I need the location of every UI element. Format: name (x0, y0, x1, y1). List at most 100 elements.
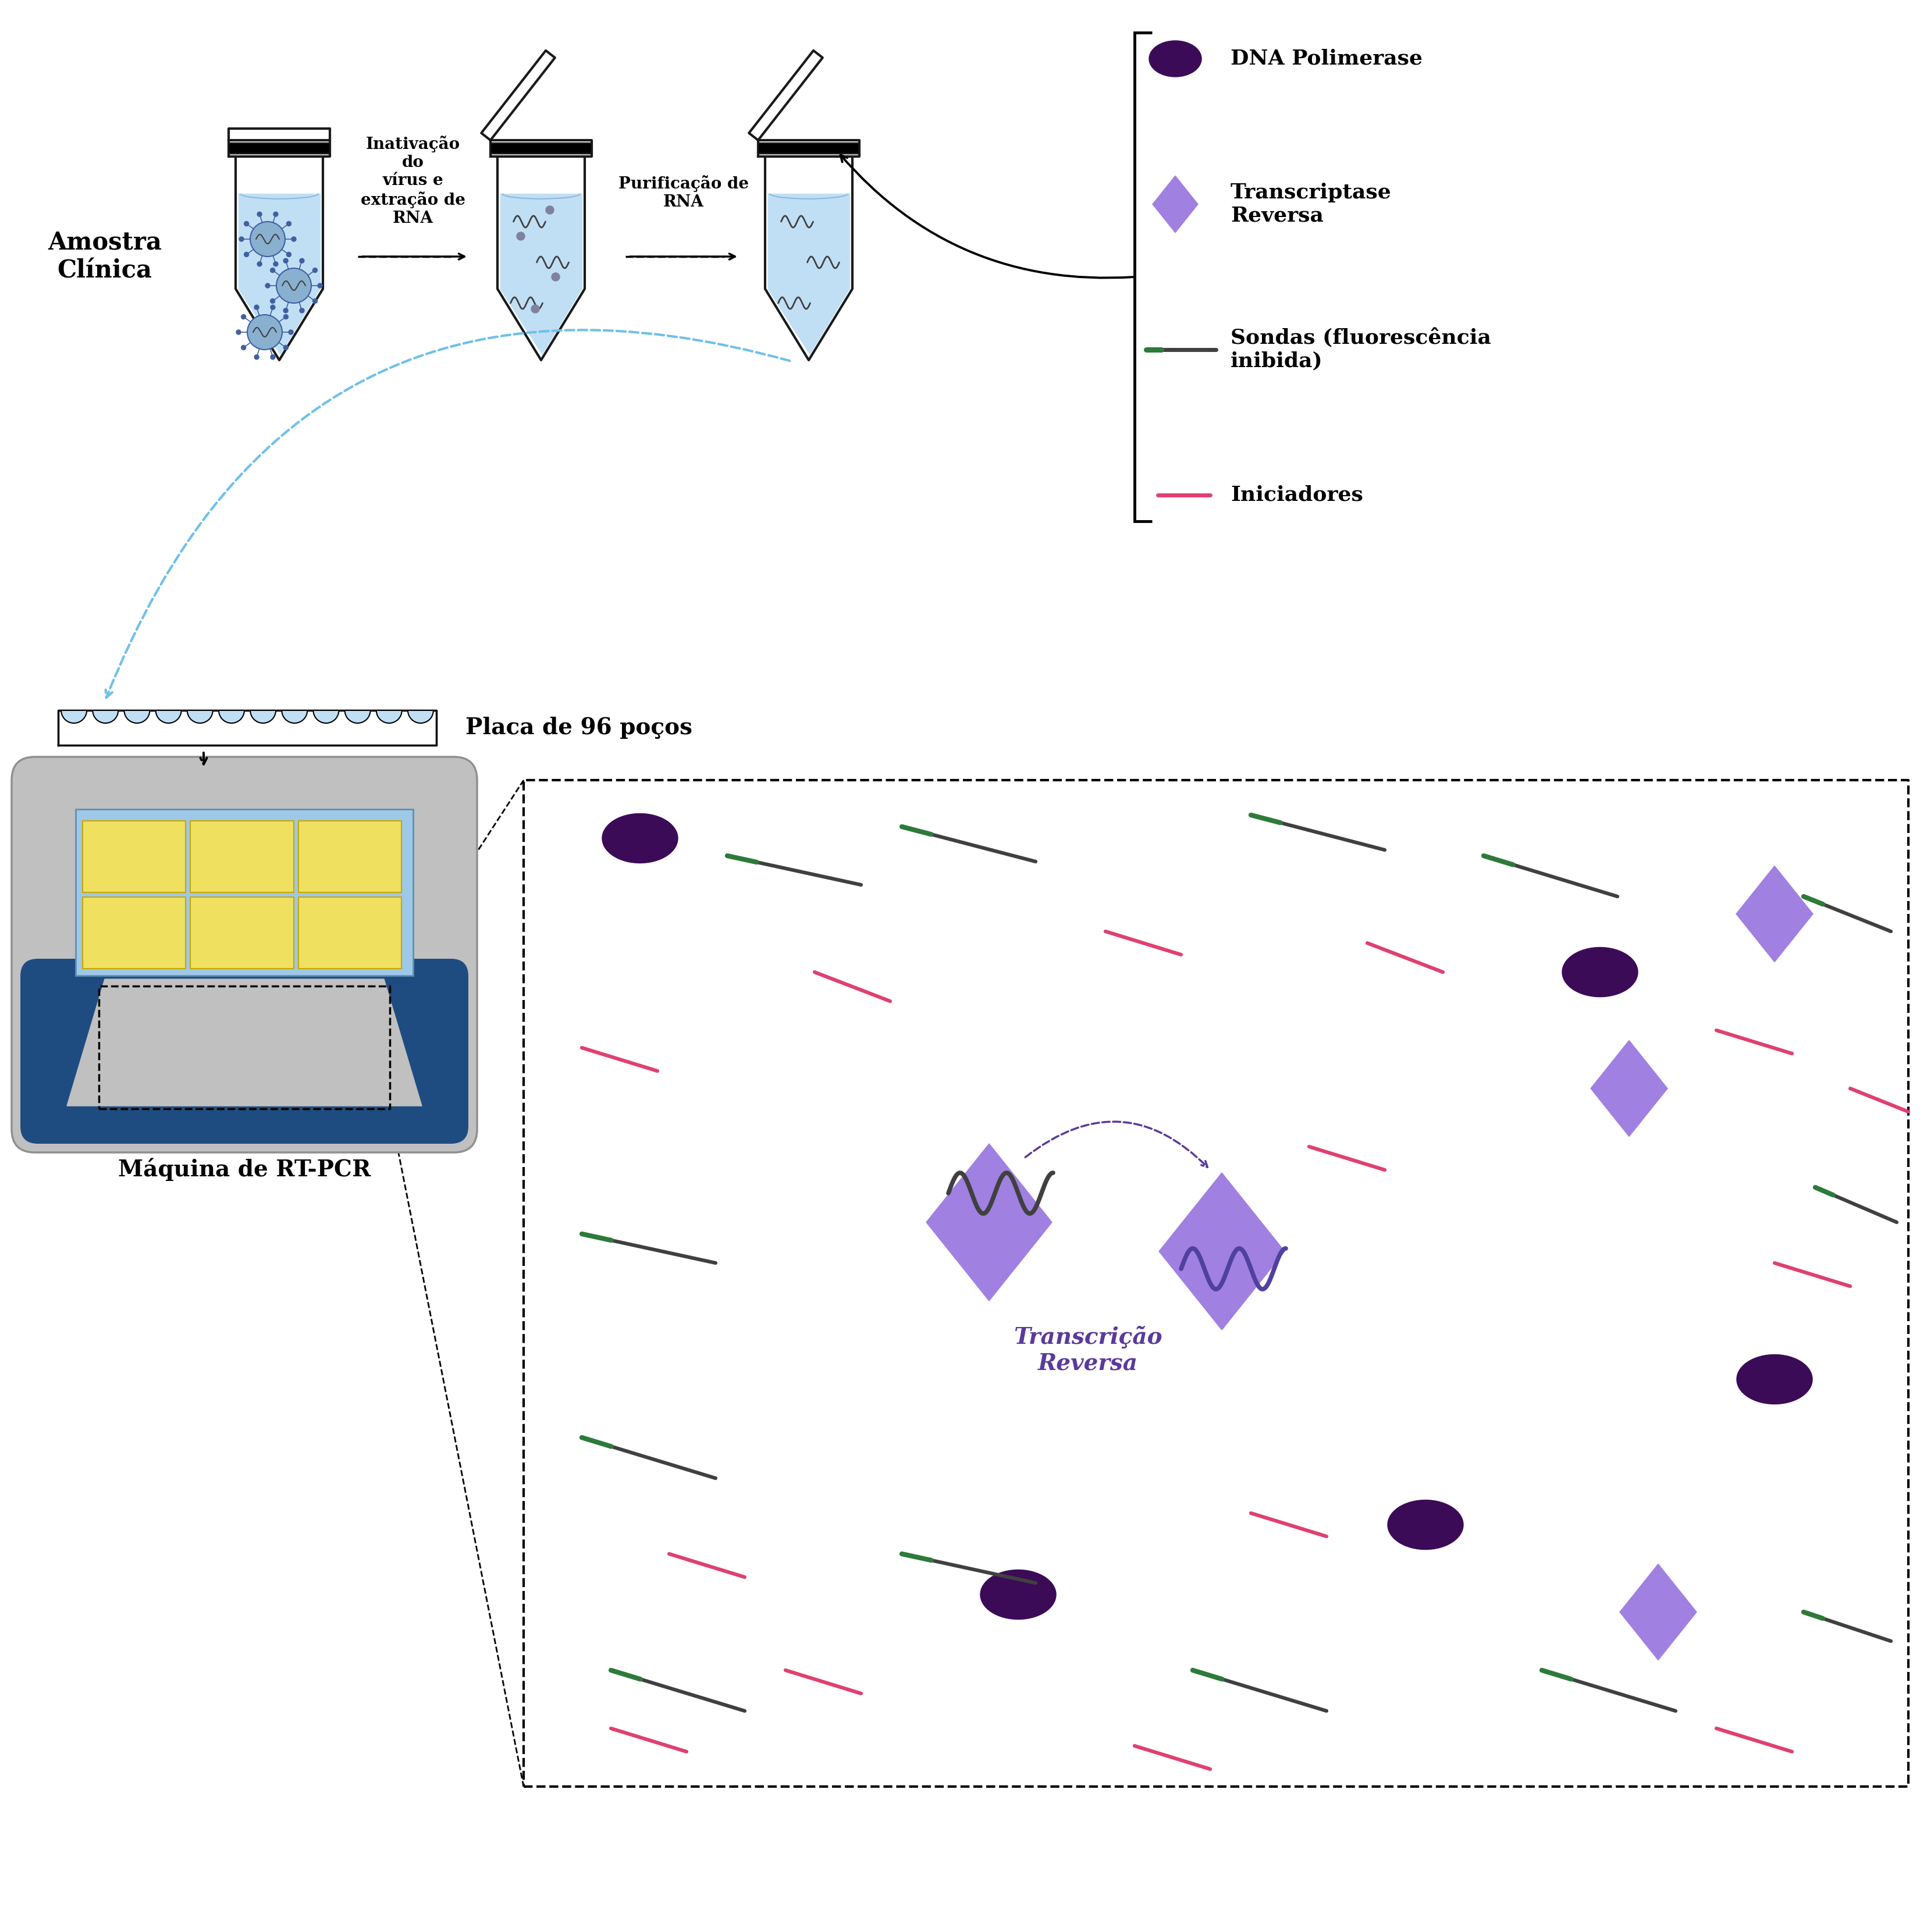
Circle shape (244, 253, 250, 257)
Text: Sondas (fluorescência
inibida): Sondas (fluorescência inibida) (1231, 328, 1492, 371)
Circle shape (532, 305, 540, 313)
Text: Inativação
do
vírus e
extração de
RNA: Inativação do vírus e extração de RNA (361, 135, 465, 226)
Circle shape (257, 213, 261, 216)
Polygon shape (236, 156, 323, 290)
Circle shape (271, 355, 275, 359)
Polygon shape (497, 156, 586, 290)
Polygon shape (236, 290, 323, 359)
FancyArrowPatch shape (106, 330, 789, 697)
Circle shape (300, 309, 303, 313)
Ellipse shape (981, 1571, 1056, 1619)
Wedge shape (346, 711, 371, 723)
Text: Iniciadores: Iniciadores (1231, 485, 1363, 504)
FancyBboxPatch shape (21, 958, 468, 1144)
Circle shape (271, 299, 275, 303)
Polygon shape (238, 290, 321, 354)
Ellipse shape (1388, 1499, 1463, 1549)
Wedge shape (313, 711, 338, 723)
Circle shape (273, 261, 278, 267)
Wedge shape (156, 711, 180, 723)
Circle shape (284, 259, 288, 263)
Circle shape (284, 309, 288, 313)
Polygon shape (238, 193, 321, 290)
FancyBboxPatch shape (12, 757, 476, 1153)
Polygon shape (228, 129, 330, 141)
Circle shape (313, 269, 317, 272)
Text: DNA Polimerase: DNA Polimerase (1231, 48, 1423, 70)
Text: Purificação de
RNA: Purificação de RNA (618, 176, 749, 211)
FancyBboxPatch shape (83, 896, 186, 968)
Circle shape (248, 315, 282, 350)
Circle shape (551, 272, 561, 280)
Circle shape (236, 330, 240, 334)
Polygon shape (749, 50, 822, 141)
Circle shape (257, 261, 261, 267)
Circle shape (242, 315, 246, 319)
Circle shape (253, 305, 259, 309)
Circle shape (253, 355, 259, 359)
Circle shape (242, 346, 246, 350)
Circle shape (300, 259, 303, 263)
FancyBboxPatch shape (190, 821, 294, 893)
Ellipse shape (603, 813, 678, 864)
Polygon shape (1152, 176, 1198, 232)
Text: Transcriptase
Reversa: Transcriptase Reversa (1231, 184, 1392, 226)
Polygon shape (490, 143, 591, 153)
Polygon shape (228, 143, 330, 153)
Polygon shape (1736, 866, 1812, 962)
Wedge shape (250, 711, 276, 723)
Circle shape (250, 222, 284, 257)
Ellipse shape (1563, 947, 1638, 997)
Circle shape (313, 299, 317, 303)
Polygon shape (758, 141, 860, 156)
Polygon shape (758, 143, 860, 153)
Polygon shape (58, 711, 436, 746)
Circle shape (286, 222, 292, 226)
Circle shape (244, 222, 250, 226)
Circle shape (292, 238, 296, 242)
Ellipse shape (1738, 1354, 1812, 1405)
Polygon shape (490, 141, 591, 156)
Polygon shape (497, 290, 586, 359)
Circle shape (276, 269, 311, 303)
Polygon shape (768, 193, 849, 290)
Wedge shape (219, 711, 244, 723)
Circle shape (271, 305, 275, 309)
Circle shape (516, 232, 524, 240)
Circle shape (271, 269, 275, 272)
Circle shape (288, 330, 294, 334)
Polygon shape (1160, 1173, 1284, 1329)
Text: Transcrição
Reversa: Transcrição Reversa (1014, 1325, 1162, 1374)
Polygon shape (228, 141, 330, 156)
Text: Máquina de RT-PCR: Máquina de RT-PCR (117, 1159, 371, 1180)
FancyBboxPatch shape (190, 896, 294, 968)
Wedge shape (282, 711, 307, 723)
Polygon shape (764, 156, 852, 290)
Text: Placa de 96 poços: Placa de 96 poços (465, 717, 693, 738)
Polygon shape (1590, 1041, 1667, 1136)
FancyBboxPatch shape (83, 821, 186, 893)
Circle shape (545, 207, 553, 214)
Polygon shape (1620, 1565, 1697, 1660)
Circle shape (286, 253, 292, 257)
Wedge shape (407, 711, 434, 723)
Text: Amostra
Clínica: Amostra Clínica (48, 230, 161, 282)
Wedge shape (125, 711, 150, 723)
Wedge shape (188, 711, 213, 723)
Wedge shape (376, 711, 401, 723)
FancyBboxPatch shape (75, 810, 413, 976)
Circle shape (284, 315, 288, 319)
FancyBboxPatch shape (298, 896, 401, 968)
Polygon shape (768, 290, 849, 354)
FancyBboxPatch shape (298, 821, 401, 893)
Polygon shape (482, 50, 555, 141)
Circle shape (317, 284, 323, 288)
Circle shape (240, 238, 244, 242)
Wedge shape (92, 711, 119, 723)
Polygon shape (501, 193, 582, 290)
Polygon shape (501, 290, 582, 354)
Polygon shape (764, 290, 852, 359)
Wedge shape (61, 711, 86, 723)
Ellipse shape (1148, 41, 1202, 77)
Circle shape (265, 284, 271, 288)
